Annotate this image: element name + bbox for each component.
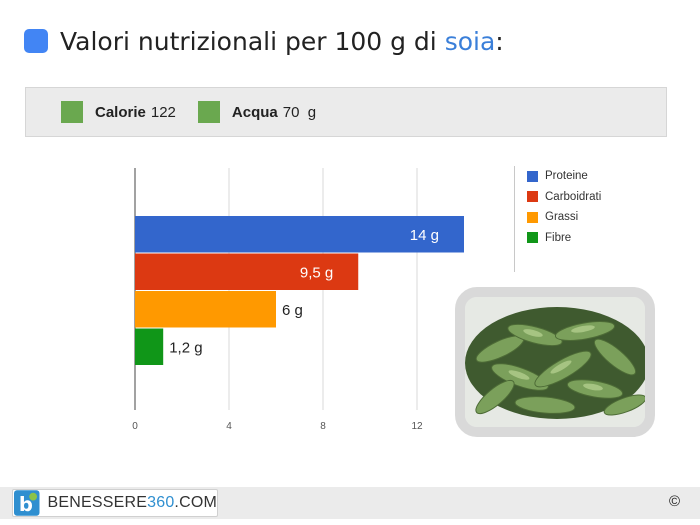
stat-calorie-value: 122 — [150, 103, 176, 121]
legend-label-fibre: Fibre — [545, 231, 572, 244]
legend-item-proteine: Proteine — [527, 166, 601, 187]
footer: b BENESSERE360.COM © — [0, 487, 700, 519]
water-square-icon — [197, 101, 220, 123]
data-label-grassi: 6 g — [282, 302, 303, 319]
stat-calorie-label: Calorie — [95, 103, 146, 121]
legend-swatch-fibre — [527, 232, 538, 244]
soybean-photo — [455, 287, 655, 437]
x-tick-label-0: 0 — [132, 421, 138, 432]
x-tick-label-1: 4 — [226, 421, 232, 432]
stats-bar: Calorie 122 Acqua 70 g — [25, 87, 667, 137]
brand-suffix: .COM — [174, 494, 217, 511]
legend-label-proteine: Proteine — [545, 170, 588, 183]
benessere-logo-icon: b — [14, 490, 40, 516]
stat-acqua: Acqua 70 g — [197, 101, 317, 123]
bar-grassi — [135, 291, 276, 328]
brand-name: BENESSERE360.COM — [48, 494, 218, 512]
legend-item-grassi: Grassi — [527, 207, 601, 228]
data-label-fibre: 1,2 g — [169, 339, 202, 356]
blue-square-icon — [24, 29, 48, 53]
stat-calorie: Calorie 122 — [61, 101, 176, 123]
brand-badge[interactable]: b BENESSERE360.COM — [12, 489, 218, 517]
legend-swatch-proteine — [527, 170, 538, 182]
calorie-square-icon — [61, 101, 83, 123]
brand-accent: 360 — [147, 494, 175, 511]
edamame-pods-image — [465, 297, 645, 427]
chart-legend: Proteine Carboidrati Grassi Fibre — [514, 166, 601, 272]
legend-label-carboidrati: Carboidrati — [545, 190, 602, 203]
stat-acqua-label: Acqua — [231, 103, 278, 121]
legend-label-grassi: Grassi — [545, 211, 579, 224]
stat-acqua-value: 70 g — [282, 103, 317, 121]
title-food: soia — [444, 26, 496, 56]
brand-main: BENESSERE — [47, 494, 148, 511]
logo-letter: b — [19, 493, 33, 516]
x-tick-label-2: 8 — [320, 421, 326, 432]
copyright-symbol: © — [668, 493, 680, 510]
legend-item-carboidrati: Carboidrati — [527, 187, 601, 208]
bar-proteine — [135, 216, 464, 253]
title-text: Valori nutrizionali per 100 g di soia: — [60, 27, 504, 56]
legend-item-fibre: Fibre — [527, 228, 601, 249]
bar-fibre — [135, 328, 164, 365]
data-label-proteine: 14 g — [410, 227, 439, 244]
title-suffix: : — [495, 26, 504, 56]
data-label-carboidrati: 9,5 g — [300, 264, 333, 281]
nutrition-bar-chart: 0 4 8 12 14 g 9,5 g 6 g 1,2 g — [132, 168, 464, 432]
title-prefix: Valori nutrizionali per 100 g di — [60, 26, 445, 56]
bar-carboidrati — [135, 253, 359, 290]
legend-swatch-grassi — [527, 211, 538, 223]
page-title: Valori nutrizionali per 100 g di soia: — [24, 24, 504, 58]
x-tick-label-3: 12 — [411, 421, 423, 432]
legend-swatch-carboidrati — [527, 191, 538, 203]
